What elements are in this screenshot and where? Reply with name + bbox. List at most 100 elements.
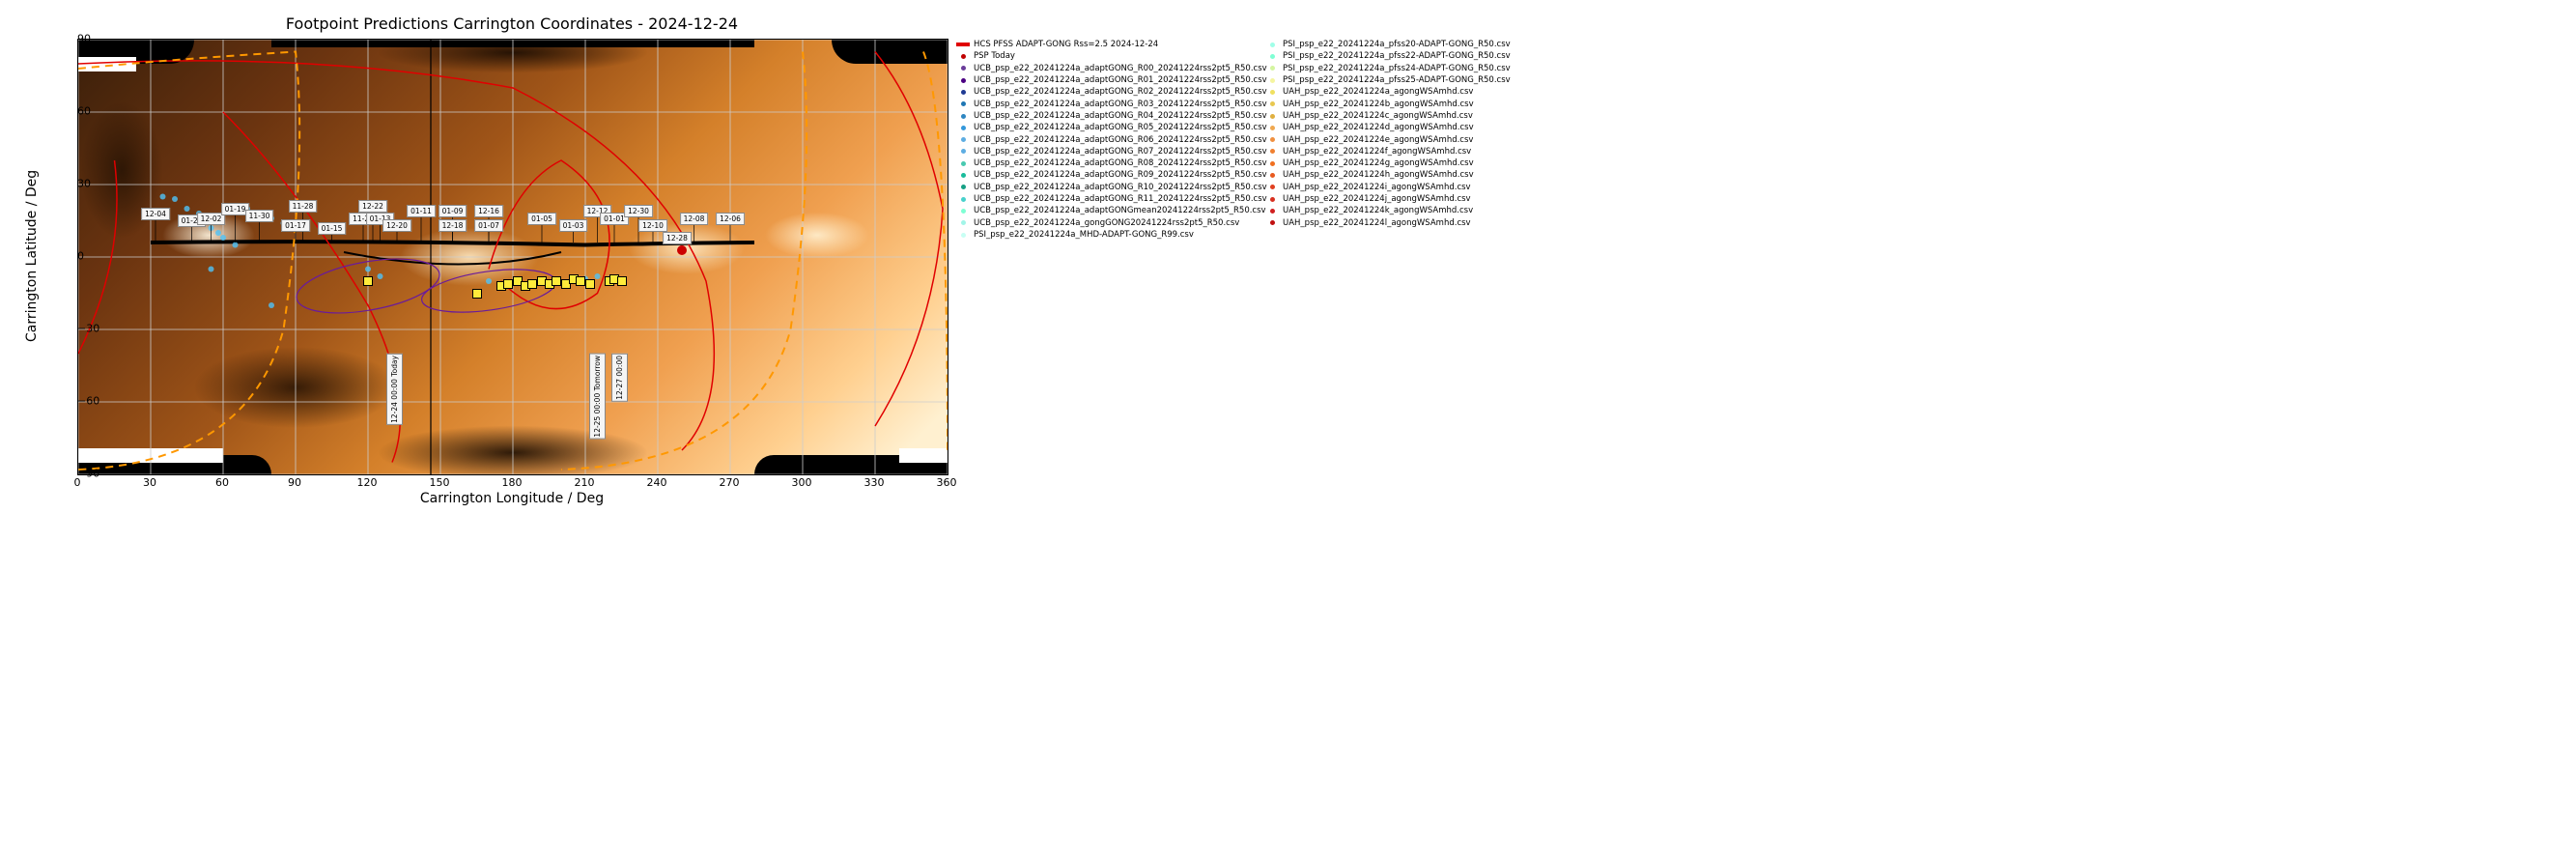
legend-label: UAH_psp_e22_20241224e_agongWSAmhd.csv bbox=[1283, 134, 1473, 146]
legend-item: UAH_psp_e22_20241224h_agongWSAmhd.csv bbox=[1265, 169, 1511, 181]
psp-today-marker bbox=[677, 245, 687, 255]
legend-label: UAH_psp_e22_20241224c_agongWSAmhd.csv bbox=[1283, 110, 1473, 122]
legend-column-2: PSI_psp_e22_20241224a_pfss20-ADAPT-GONG_… bbox=[1265, 39, 1511, 229]
legend-label: PSI_psp_e22_20241224a_pfss22-ADAPT-GONG_… bbox=[1283, 50, 1511, 62]
legend-dot-icon bbox=[1265, 218, 1279, 228]
footpoint-marker bbox=[585, 279, 595, 289]
legend-dot-icon bbox=[1265, 75, 1279, 85]
legend-dot-icon bbox=[1265, 158, 1279, 168]
x-tick-label: 30 bbox=[143, 476, 156, 489]
legend-dot-icon bbox=[1265, 194, 1279, 204]
legend-label: UAH_psp_e22_20241224f_agongWSAmhd.csv bbox=[1283, 146, 1471, 157]
legend-label: PSP Today bbox=[974, 50, 1015, 62]
legend-dot-icon bbox=[956, 51, 970, 61]
legend-item: UCB_psp_e22_20241224a_adaptGONG_R00_2024… bbox=[956, 63, 1267, 74]
legend-dot-icon bbox=[956, 87, 970, 97]
legend-item: UAH_psp_e22_20241224c_agongWSAmhd.csv bbox=[1265, 110, 1511, 122]
legend-label: UCB_psp_e22_20241224a_adaptGONG_R05_2024… bbox=[974, 122, 1267, 133]
footpoint-marker bbox=[576, 276, 585, 286]
legend-label: UCB_psp_e22_20241224a_adaptGONG_R10_2024… bbox=[974, 182, 1267, 193]
legend-label: UCB_psp_e22_20241224a_adaptGONG_R07_2024… bbox=[974, 146, 1267, 157]
legend-item: UCB_psp_e22_20241224a_adaptGONGmean20241… bbox=[956, 205, 1267, 216]
legend-dot-icon bbox=[956, 147, 970, 157]
x-tick-label: 360 bbox=[937, 476, 957, 489]
x-tick-label: 0 bbox=[74, 476, 81, 489]
footpoint-marker bbox=[503, 279, 513, 289]
legend-dot-icon bbox=[956, 123, 970, 132]
legend-dot-icon bbox=[1265, 87, 1279, 97]
legend-item: UAH_psp_e22_20241224d_agongWSAmhd.csv bbox=[1265, 122, 1511, 133]
legend-dot-icon bbox=[1265, 147, 1279, 157]
legend-label: UCB_psp_e22_20241224a_adaptGONG_R11_2024… bbox=[974, 193, 1267, 205]
legend-item: PSI_psp_e22_20241224a_pfss20-ADAPT-GONG_… bbox=[1265, 39, 1511, 50]
legend-dot-icon bbox=[956, 218, 970, 228]
legend-item: PSI_psp_e22_20241224a_pfss24-ADAPT-GONG_… bbox=[1265, 63, 1511, 74]
footpoint-marker bbox=[552, 276, 561, 286]
legend-label: UCB_psp_e22_20241224a_adaptGONG_R00_2024… bbox=[974, 63, 1267, 74]
legend-item: HCS PFSS ADAPT-GONG Rss=2.5 2024-12-24 bbox=[956, 39, 1267, 50]
x-tick-label: 330 bbox=[864, 476, 885, 489]
chart-title: Footpoint Predictions Carrington Coordin… bbox=[77, 14, 947, 33]
footpoint-marker bbox=[363, 276, 373, 286]
x-tick-label: 60 bbox=[215, 476, 229, 489]
x-tick-label: 150 bbox=[430, 476, 450, 489]
legend-label: UCB_psp_e22_20241224a_adaptGONG_R01_2024… bbox=[974, 74, 1267, 86]
legend-dot-icon bbox=[1265, 183, 1279, 192]
legend-label: UCB_psp_e22_20241224a_adaptGONG_R06_2024… bbox=[974, 134, 1267, 146]
legend-label: UCB_psp_e22_20241224a_adaptGONGmean20241… bbox=[974, 205, 1266, 216]
legend-label: UAH_psp_e22_20241224k_agongWSAmhd.csv bbox=[1283, 205, 1473, 216]
legend-item: UAH_psp_e22_20241224b_agongWSAmhd.csv bbox=[1265, 99, 1511, 110]
legend-label: UAH_psp_e22_20241224g_agongWSAmhd.csv bbox=[1283, 157, 1474, 169]
legend-label: UAH_psp_e22_20241224j_agongWSAmhd.csv bbox=[1283, 193, 1471, 205]
legend-dot-icon bbox=[1265, 135, 1279, 145]
legend-line-icon bbox=[956, 40, 970, 49]
legend-item: UCB_psp_e22_20241224a_adaptGONG_R10_2024… bbox=[956, 182, 1267, 193]
legend-label: UAH_psp_e22_20241224i_agongWSAmhd.csv bbox=[1283, 182, 1471, 193]
legend-dot-icon bbox=[1265, 207, 1279, 216]
x-tick-label: 300 bbox=[792, 476, 812, 489]
legend-label: UAH_psp_e22_20241224a_agongWSAmhd.csv bbox=[1283, 86, 1473, 98]
legend-item: UAH_psp_e22_20241224f_agongWSAmhd.csv bbox=[1265, 146, 1511, 157]
legend-label: UAH_psp_e22_20241224l_agongWSAmhd.csv bbox=[1283, 217, 1471, 229]
legend-dot-icon bbox=[956, 111, 970, 121]
legend-dot-icon bbox=[1265, 40, 1279, 49]
legend-dot-icon bbox=[956, 100, 970, 109]
legend-item: UAH_psp_e22_20241224i_agongWSAmhd.csv bbox=[1265, 182, 1511, 193]
x-tick-label: 180 bbox=[502, 476, 523, 489]
y-axis-label: Carrington Latitude / Deg bbox=[24, 39, 40, 473]
footpoint-marker bbox=[472, 289, 482, 299]
legend-label: PSI_psp_e22_20241224a_pfss24-ADAPT-GONG_… bbox=[1283, 63, 1511, 74]
legend-label: PSI_psp_e22_20241224a_pfss20-ADAPT-GONG_… bbox=[1283, 39, 1511, 50]
legend-item: PSI_psp_e22_20241224a_pfss25-ADAPT-GONG_… bbox=[1265, 74, 1511, 86]
legend-dot-icon bbox=[1265, 100, 1279, 109]
legend-label: UCB_psp_e22_20241224a_adaptGONG_R04_2024… bbox=[974, 110, 1267, 122]
legend-dot-icon bbox=[1265, 111, 1279, 121]
footpoints-layer bbox=[78, 40, 948, 474]
legend-label: UCB_psp_e22_20241224a_gongGONG20241224rs… bbox=[974, 217, 1239, 229]
legend-item: UAH_psp_e22_20241224j_agongWSAmhd.csv bbox=[1265, 193, 1511, 205]
legend-dot-icon bbox=[956, 194, 970, 204]
legend-item: UCB_psp_e22_20241224a_adaptGONG_R09_2024… bbox=[956, 169, 1267, 181]
legend-dot-icon bbox=[956, 75, 970, 85]
x-tick-label: 240 bbox=[647, 476, 667, 489]
footpoint-marker bbox=[527, 279, 537, 289]
legend-dot-icon bbox=[956, 64, 970, 73]
legend-item: UCB_psp_e22_20241224a_adaptGONG_R11_2024… bbox=[956, 193, 1267, 205]
x-tick-label: 210 bbox=[575, 476, 595, 489]
legend-item: UCB_psp_e22_20241224a_adaptGONG_R04_2024… bbox=[956, 110, 1267, 122]
legend-label: UAH_psp_e22_20241224h_agongWSAmhd.csv bbox=[1283, 169, 1474, 181]
legend-dot-icon bbox=[956, 171, 970, 181]
legend-item: UAH_psp_e22_20241224k_agongWSAmhd.csv bbox=[1265, 205, 1511, 216]
legend-item: UCB_psp_e22_20241224a_adaptGONG_R08_2024… bbox=[956, 157, 1267, 169]
legend-item: UAH_psp_e22_20241224l_agongWSAmhd.csv bbox=[1265, 217, 1511, 229]
legend-item: UCB_psp_e22_20241224a_gongGONG20241224rs… bbox=[956, 217, 1267, 229]
legend-item: UAH_psp_e22_20241224a_agongWSAmhd.csv bbox=[1265, 86, 1511, 98]
legend-item: UAH_psp_e22_20241224e_agongWSAmhd.csv bbox=[1265, 134, 1511, 146]
legend-dot-icon bbox=[956, 158, 970, 168]
legend-dot-icon bbox=[1265, 123, 1279, 132]
footpoint-marker bbox=[617, 276, 627, 286]
legend-label: UCB_psp_e22_20241224a_adaptGONG_R08_2024… bbox=[974, 157, 1267, 169]
legend-item: UCB_psp_e22_20241224a_adaptGONG_R07_2024… bbox=[956, 146, 1267, 157]
legend-dot-icon bbox=[956, 230, 970, 240]
legend-label: UCB_psp_e22_20241224a_adaptGONG_R02_2024… bbox=[974, 86, 1267, 98]
